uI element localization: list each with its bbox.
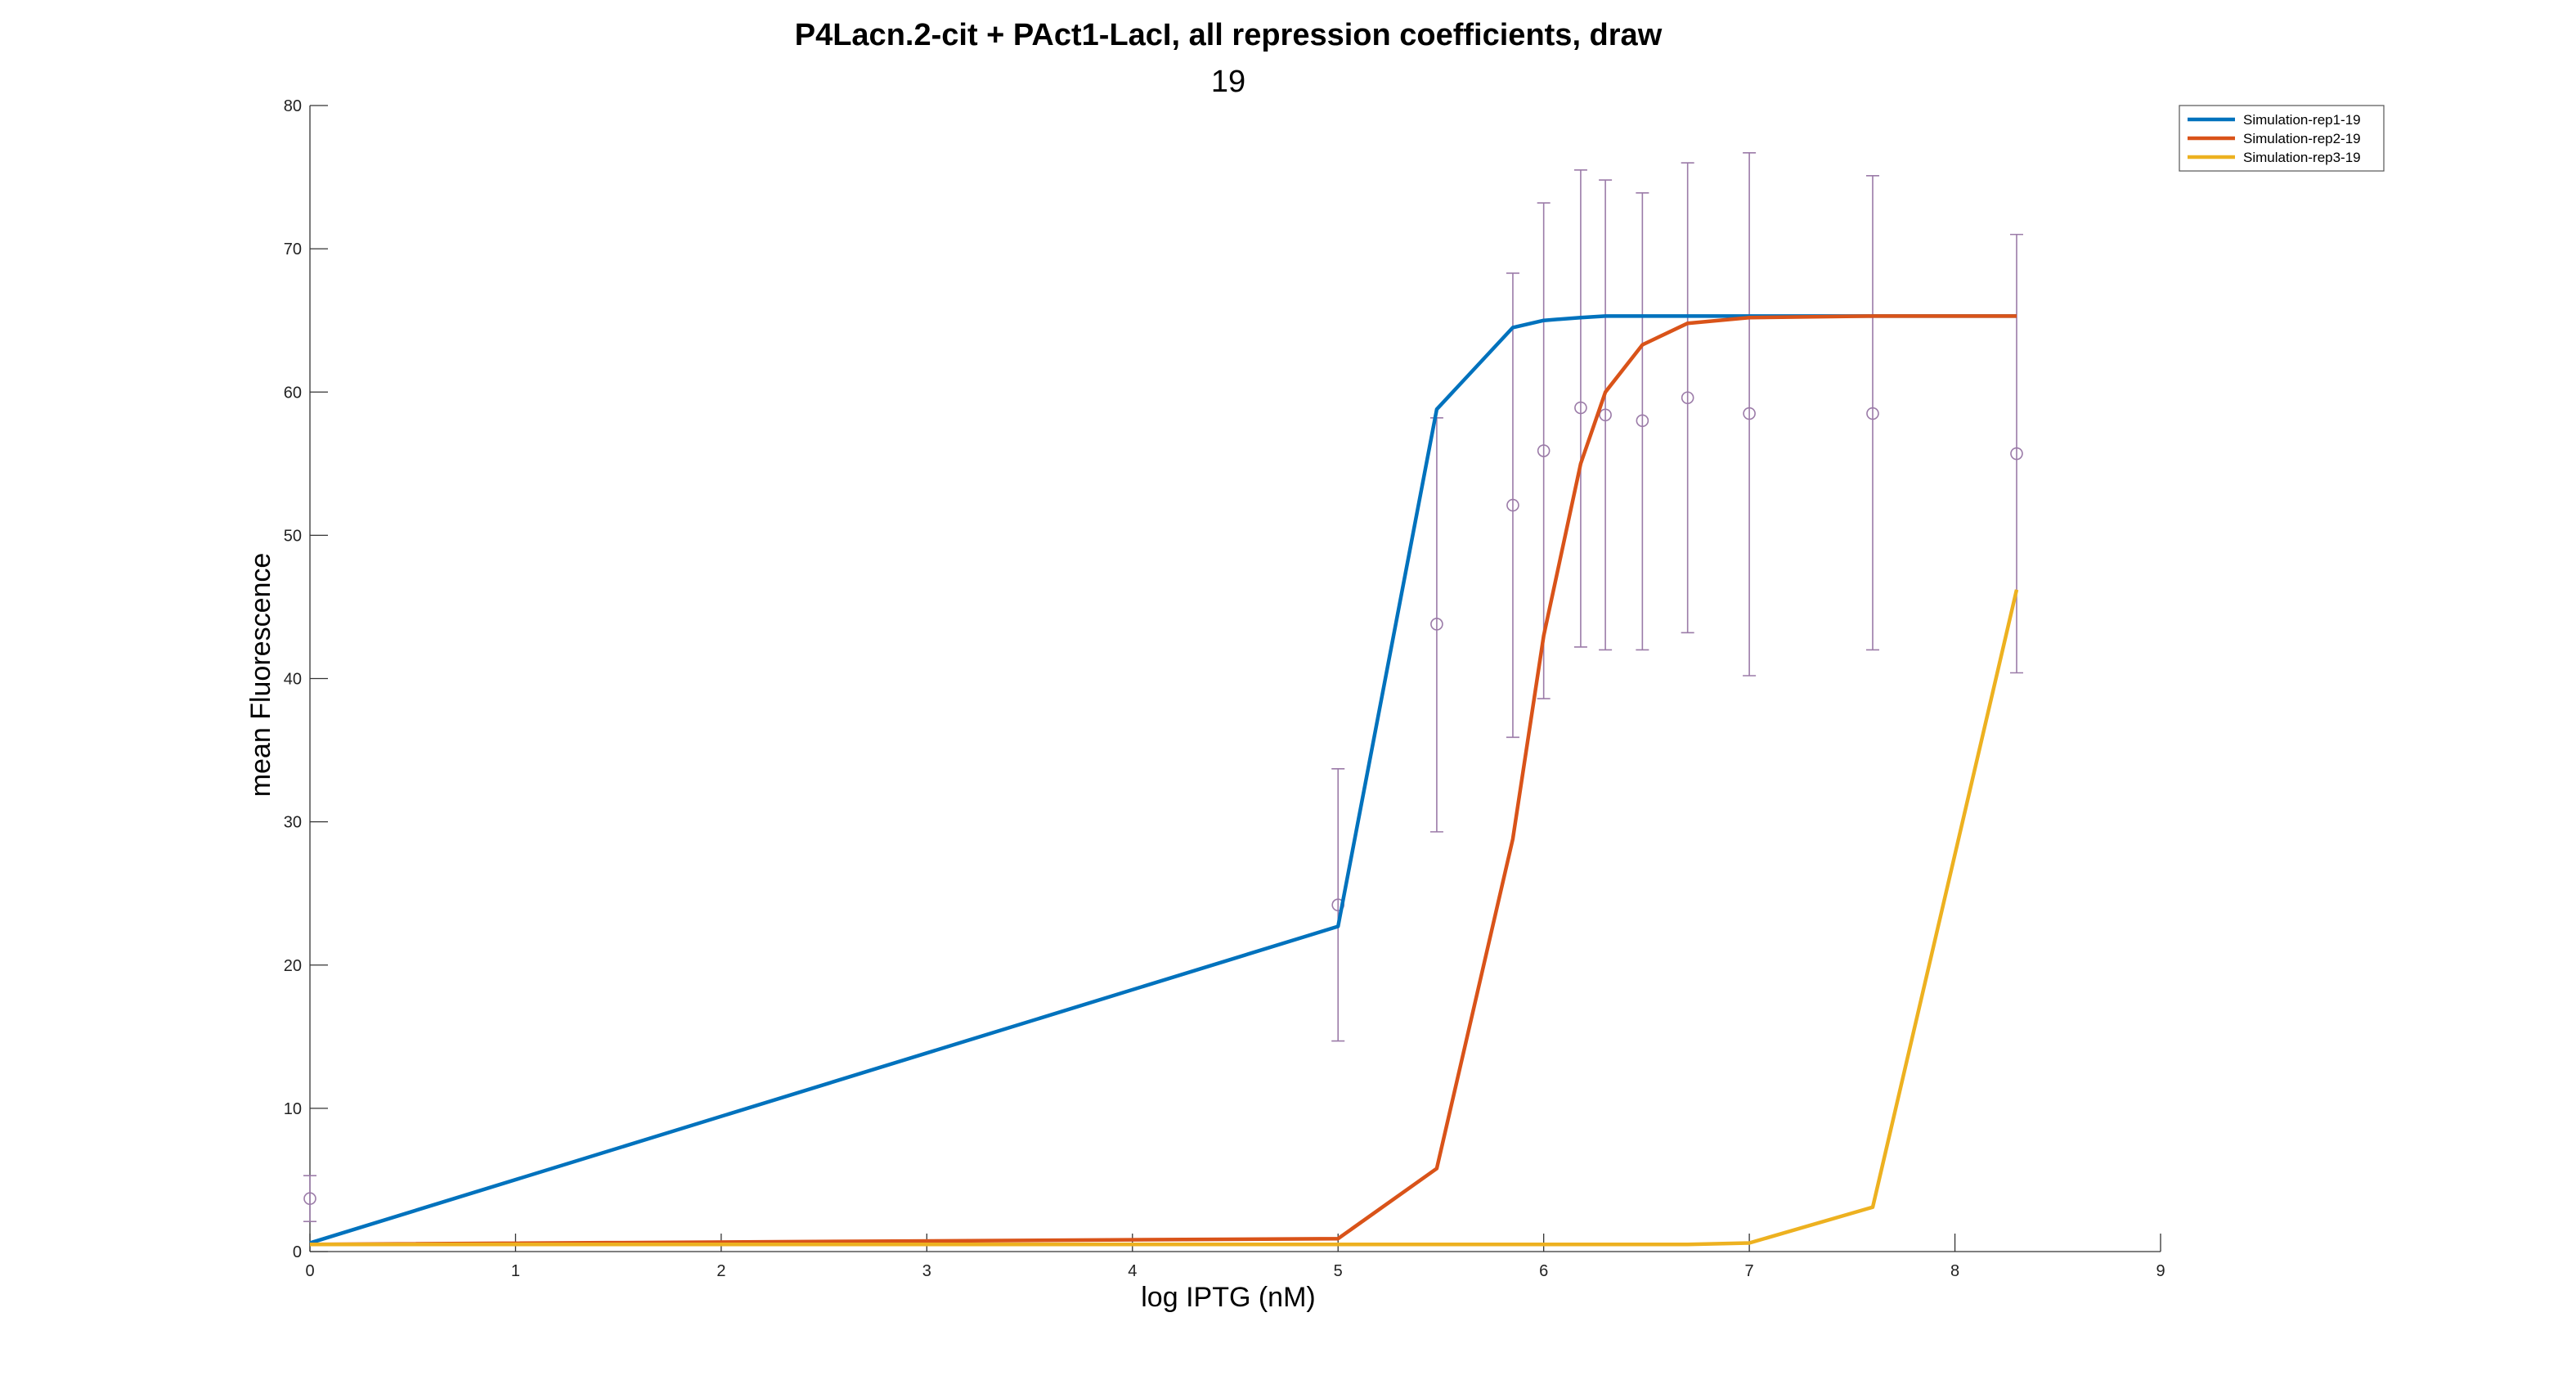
chart-subtitle: 19 [1211, 65, 1245, 99]
x-tick-label: 1 [511, 1262, 520, 1280]
error-bar-point [2009, 233, 2023, 674]
x-tick-label: 4 [1128, 1262, 1137, 1280]
x-tick-label: 7 [1745, 1262, 1754, 1280]
error-bar-point [1429, 416, 1443, 833]
error-bar-point [303, 1175, 316, 1223]
data-point-marker [1636, 414, 1649, 428]
data-point-marker [1743, 407, 1756, 420]
data-point-marker [1537, 444, 1551, 457]
y-tick-label: 10 [284, 1100, 302, 1118]
y-tick-label: 50 [284, 527, 302, 545]
x-tick-label: 2 [716, 1262, 725, 1280]
x-tick-label: 0 [305, 1262, 314, 1280]
data-point-marker [1599, 408, 1612, 422]
y-tick-label: 20 [284, 957, 302, 975]
error-bar-point [1599, 179, 1613, 651]
y-tick-label: 80 [284, 97, 302, 115]
legend-item: Simulation-rep2-19 [2188, 131, 2361, 146]
x-tick-label: 8 [1950, 1262, 1959, 1280]
error-bar-point [1681, 162, 1694, 634]
y-tick-label: 30 [284, 814, 302, 832]
legend-label: Simulation-rep3-19 [2243, 150, 2361, 165]
axes: 0 1 2 3 4 5 6 7 8 9 0 10 20 30 40 50 60 70 80 [284, 97, 2165, 1280]
series-line-2 [309, 314, 2017, 1247]
legend-item: Simulation-rep3-19 [2188, 150, 2361, 165]
error-bar-point [1537, 202, 1551, 699]
error-bar-point [1743, 151, 1757, 677]
data-point-marker [1506, 498, 1519, 512]
x-axis-label: log IPTG (nM) [1141, 1282, 1315, 1313]
data-point-marker [1681, 391, 1694, 405]
series-line-1 [309, 314, 2017, 1245]
series-lines [309, 314, 2019, 1247]
data-point-marker [1574, 401, 1587, 415]
x-tick-label: 9 [2156, 1262, 2165, 1280]
x-tick-label: 3 [922, 1262, 931, 1280]
y-tick-label: 40 [284, 671, 302, 689]
data-point-marker [2010, 447, 2023, 461]
data-point-marker [1430, 618, 1443, 631]
y-axis-label: mean Fluorescence [245, 553, 276, 798]
y-tick-label: 70 [284, 240, 302, 258]
error-bars [303, 151, 2023, 1223]
legend-label: Simulation-rep1-19 [2243, 112, 2361, 128]
error-bar-point [1506, 272, 1519, 739]
x-tick-label: 5 [1334, 1262, 1343, 1280]
legend-label: Simulation-rep2-19 [2243, 131, 2361, 146]
y-tick-label: 0 [293, 1243, 302, 1261]
error-bar-point [1573, 169, 1587, 648]
error-bar-point [1865, 175, 1879, 651]
error-bar-point [1636, 192, 1649, 651]
legend-item: Simulation-rep1-19 [2188, 112, 2361, 128]
series-line-3 [310, 589, 2019, 1247]
x-tick-label: 6 [1539, 1262, 1548, 1280]
y-tick-label: 60 [284, 384, 302, 402]
chart-title: P4Lacn.2-cit + PAct1-LacI, all repressio… [795, 18, 1663, 52]
data-point-marker [303, 1192, 316, 1206]
data-point-marker [1866, 407, 1879, 420]
legend: Simulation-rep1-19 Simulation-rep2-19 Simu… [2179, 105, 2385, 172]
